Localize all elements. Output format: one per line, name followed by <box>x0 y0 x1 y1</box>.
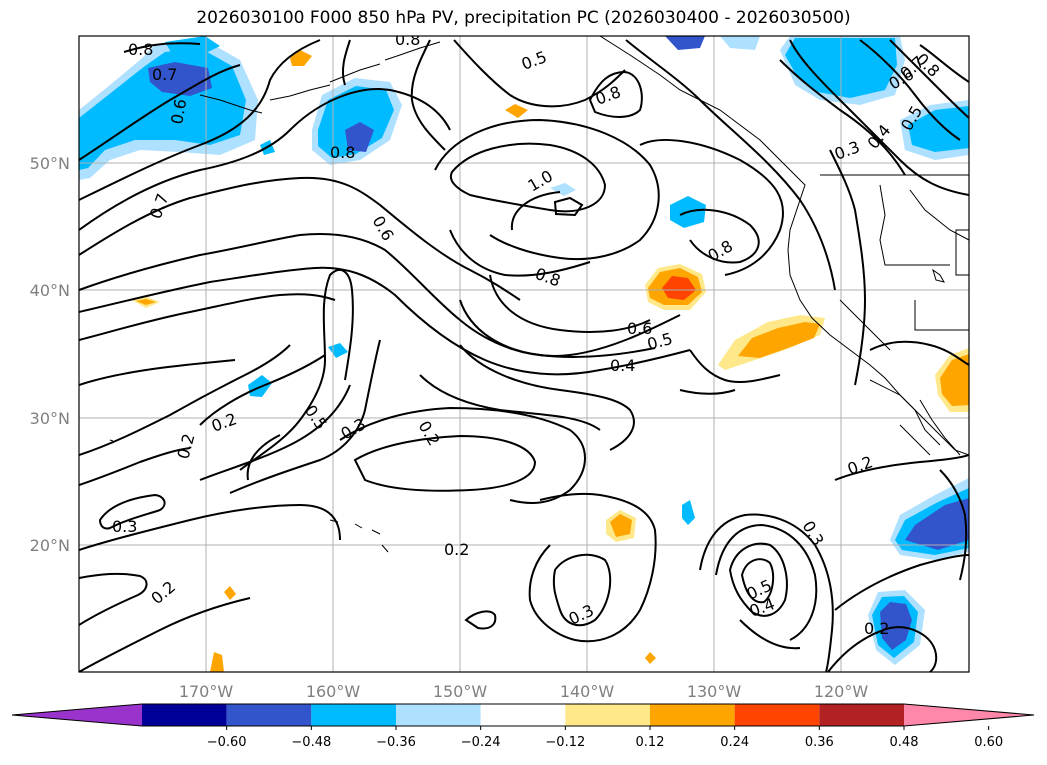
contour-label: 0.2 <box>845 452 875 479</box>
plot-frame <box>78 35 970 673</box>
colorbar-extend-low <box>12 704 142 726</box>
contour-label: 0.7 <box>146 191 173 221</box>
lon-tick-label: 160°W <box>306 682 361 701</box>
map-title: 2026030100 F000 850 hPa PV, precipitatio… <box>196 8 851 28</box>
lat-tick-label: 20°N <box>30 536 70 555</box>
precip-patch <box>345 122 374 152</box>
precip-shading <box>79 36 969 672</box>
coastlines <box>109 36 969 553</box>
precip-patch <box>940 354 969 406</box>
colorbar-tick-label: 0.60 <box>974 735 1003 750</box>
precip-patch <box>665 36 705 50</box>
lon-tick-label: 140°W <box>560 682 615 701</box>
contour-label: 0.6 <box>167 97 190 125</box>
colorbar-extend-high <box>904 704 1034 726</box>
contour-label: 1.0 <box>525 166 557 195</box>
precip-patch <box>224 586 236 600</box>
colorbar-tick-label: −0.12 <box>545 735 585 750</box>
contour-label: 0.3 <box>832 137 862 164</box>
colorbar-tick-label: −0.24 <box>461 735 501 750</box>
colorbar-bin <box>819 704 904 726</box>
gridlines <box>79 36 969 672</box>
contour-label: 0.5 <box>301 401 331 433</box>
precip-patch <box>505 104 528 118</box>
precip-patch <box>328 343 348 358</box>
contour-label: 0.3 <box>566 601 597 629</box>
contour-label: 0.4 <box>864 121 895 153</box>
colorbar-bin <box>734 704 820 726</box>
precip-patch <box>905 498 969 550</box>
lon-tick-label: 120°W <box>814 682 869 701</box>
lat-axis-labels: 50°N 40°N 30°N 20°N <box>30 154 70 555</box>
contour-label: 0.8 <box>395 30 420 49</box>
colorbar-bin <box>396 704 481 726</box>
precip-patch <box>290 50 312 66</box>
contour-label: 0.2 <box>415 418 444 450</box>
colorbar-tick-label: −0.60 <box>207 735 247 750</box>
precip-patch <box>908 106 969 152</box>
precip-patch <box>880 602 912 650</box>
lon-axis-labels: 170°W 160°W 150°W 140°W 130°W 120°W <box>179 682 869 701</box>
contour-label: 0.2 <box>444 540 469 559</box>
colorbar-tick-label: 0.24 <box>720 735 749 750</box>
contour-label: 0.6 <box>627 319 652 338</box>
precip-patch <box>645 652 656 664</box>
precip-patch <box>738 322 820 358</box>
colorbar-tick-label: −0.36 <box>376 735 416 750</box>
lon-tick-label: 170°W <box>179 682 234 701</box>
lon-tick-label: 130°W <box>687 682 742 701</box>
contour-label: 0.3 <box>112 517 137 536</box>
precip-patch <box>210 652 224 672</box>
colorbar-bin <box>142 704 227 726</box>
precip-patch <box>610 514 632 537</box>
lon-tick-label: 150°W <box>433 682 488 701</box>
colorbar-tick-label: −0.48 <box>291 735 331 750</box>
contour-label: 0.2 <box>147 577 179 608</box>
contour-label: 0.3 <box>799 518 828 550</box>
lat-tick-label: 30°N <box>30 409 70 428</box>
colorbar-bin <box>650 704 735 726</box>
colorbar-tick-label: 0.12 <box>636 735 665 750</box>
precip-patch <box>720 36 760 50</box>
colorbar-tick-label: 0.36 <box>805 735 834 750</box>
colorbar-tick-label: 0.48 <box>890 735 919 750</box>
contour-label: 0.8 <box>705 236 737 265</box>
contour-label: 0.4 <box>610 356 635 375</box>
precip-patch <box>318 86 394 158</box>
colorbar-outline <box>11 703 1035 727</box>
contour-label: 0.8 <box>128 40 153 59</box>
contour-label: 0.7 <box>152 65 177 84</box>
precip-patch <box>136 299 156 305</box>
colorbar: −0.60 −0.48 −0.36 −0.24 −0.12 0.12 0.24 0.36 0.4… <box>11 703 1035 750</box>
lat-tick-label: 40°N <box>30 281 70 300</box>
contour-label: 0.8 <box>533 264 563 291</box>
precip-patch <box>662 276 696 300</box>
colorbar-bin <box>480 704 566 726</box>
contour-label: 0.2 <box>174 432 199 462</box>
contour-label: 0.8 <box>330 143 355 162</box>
colorbar-bin <box>565 704 650 726</box>
precip-patch <box>148 62 212 96</box>
precip-patch <box>682 500 695 525</box>
contour-label: 0.5 <box>519 47 549 74</box>
colorbar-bin <box>226 704 312 726</box>
colorbar-bin <box>311 704 396 726</box>
lat-tick-label: 50°N <box>30 154 70 173</box>
contour-label: 0.2 <box>864 619 889 638</box>
pv-contours <box>79 39 969 672</box>
precip-patch <box>550 183 576 196</box>
